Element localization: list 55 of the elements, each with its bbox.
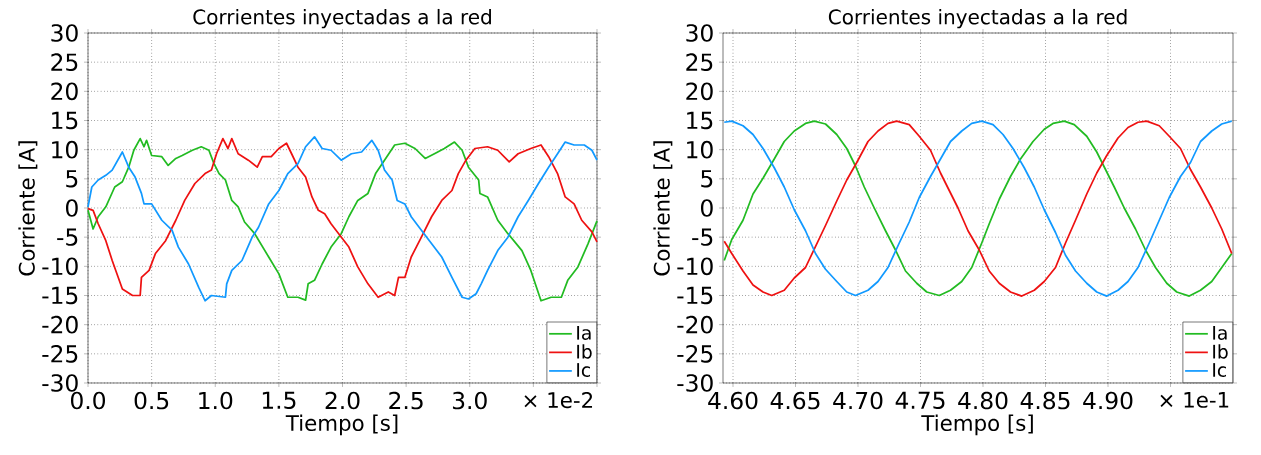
y-tick-label: 20 (51, 82, 78, 101)
y-tick-label: 30 (686, 24, 713, 42)
y-tick-label: 20 (686, 82, 713, 101)
x-tick-label: 0.0 (71, 391, 106, 410)
text: × 1e-1 (1160, 392, 1229, 408)
y-tick-label: -10 (42, 257, 78, 276)
x-tick-label: 4.60 (708, 391, 758, 410)
x-tick-label: 4.70 (833, 391, 883, 410)
x-tick-label: 4.85 (1020, 391, 1070, 410)
x-tick-label: 3.0 (452, 391, 487, 410)
y-tick-label: 15 (687, 111, 713, 130)
x-tick-label: 1.5 (262, 391, 296, 410)
y-tick-label: 25 (51, 53, 78, 71)
y-tick-label: -15 (42, 286, 78, 305)
y-tick-label: -25 (677, 345, 713, 363)
y-axis-title: Corriente [A] (18, 141, 38, 276)
line-series (723, 120, 1233, 297)
y-tick-label: 15 (52, 111, 78, 130)
y-tick-label: -30 (677, 374, 713, 392)
y-tick-label: 5 (701, 170, 713, 188)
y-tick-label: 10 (687, 140, 713, 159)
y-tick-label: -5 (57, 228, 78, 246)
y-tick-label: 30 (51, 24, 78, 42)
y-tick-label: -20 (677, 315, 713, 334)
x-tick-label: 1.0 (199, 391, 233, 410)
y-tick-label: 25 (686, 53, 713, 71)
y-tick-label: -25 (42, 345, 78, 363)
legend-label: Ib (577, 344, 592, 359)
chart-title: Corrientes inyectadas a la red (193, 8, 491, 29)
y-tick-label: -15 (677, 286, 713, 305)
legend-label: Ib (1213, 344, 1228, 359)
legend-label: Ic (577, 363, 590, 378)
x-tick-label: 0.5 (134, 391, 169, 410)
legend-label: Ic (1213, 363, 1227, 378)
x-tick-label: 4.65 (770, 391, 820, 410)
y-tick-label: 5 (66, 170, 78, 188)
y-tick-label: 0 (66, 199, 78, 217)
legend-label: Ia (577, 326, 591, 340)
x-tick-label: 4.75 (895, 391, 945, 410)
y-tick-label: 10 (52, 140, 78, 159)
chart-title: Corrientes inyectadas a la red (828, 8, 1127, 29)
x-axis-title: Tiempo [s] (921, 414, 1033, 436)
y-tick-label: -10 (677, 257, 713, 276)
y-tick-label: -20 (42, 315, 78, 334)
y-tick-label: -5 (692, 228, 713, 246)
text: × 1e-2 (524, 392, 593, 409)
x-tick-label: 4.80 (958, 391, 1008, 410)
x-tick-label: 2.0 (325, 391, 360, 410)
y-tick-label: 0 (701, 199, 713, 217)
x-tick-label: 4.90 (1083, 391, 1133, 410)
y-axis-title: Corriente [A] (653, 141, 673, 276)
x-axis-title: Tiempo [s] (285, 414, 398, 436)
legend-label: Ia (1213, 326, 1227, 340)
x-tick-label: 2.5 (389, 391, 423, 410)
y-tick-label: -30 (42, 374, 78, 392)
